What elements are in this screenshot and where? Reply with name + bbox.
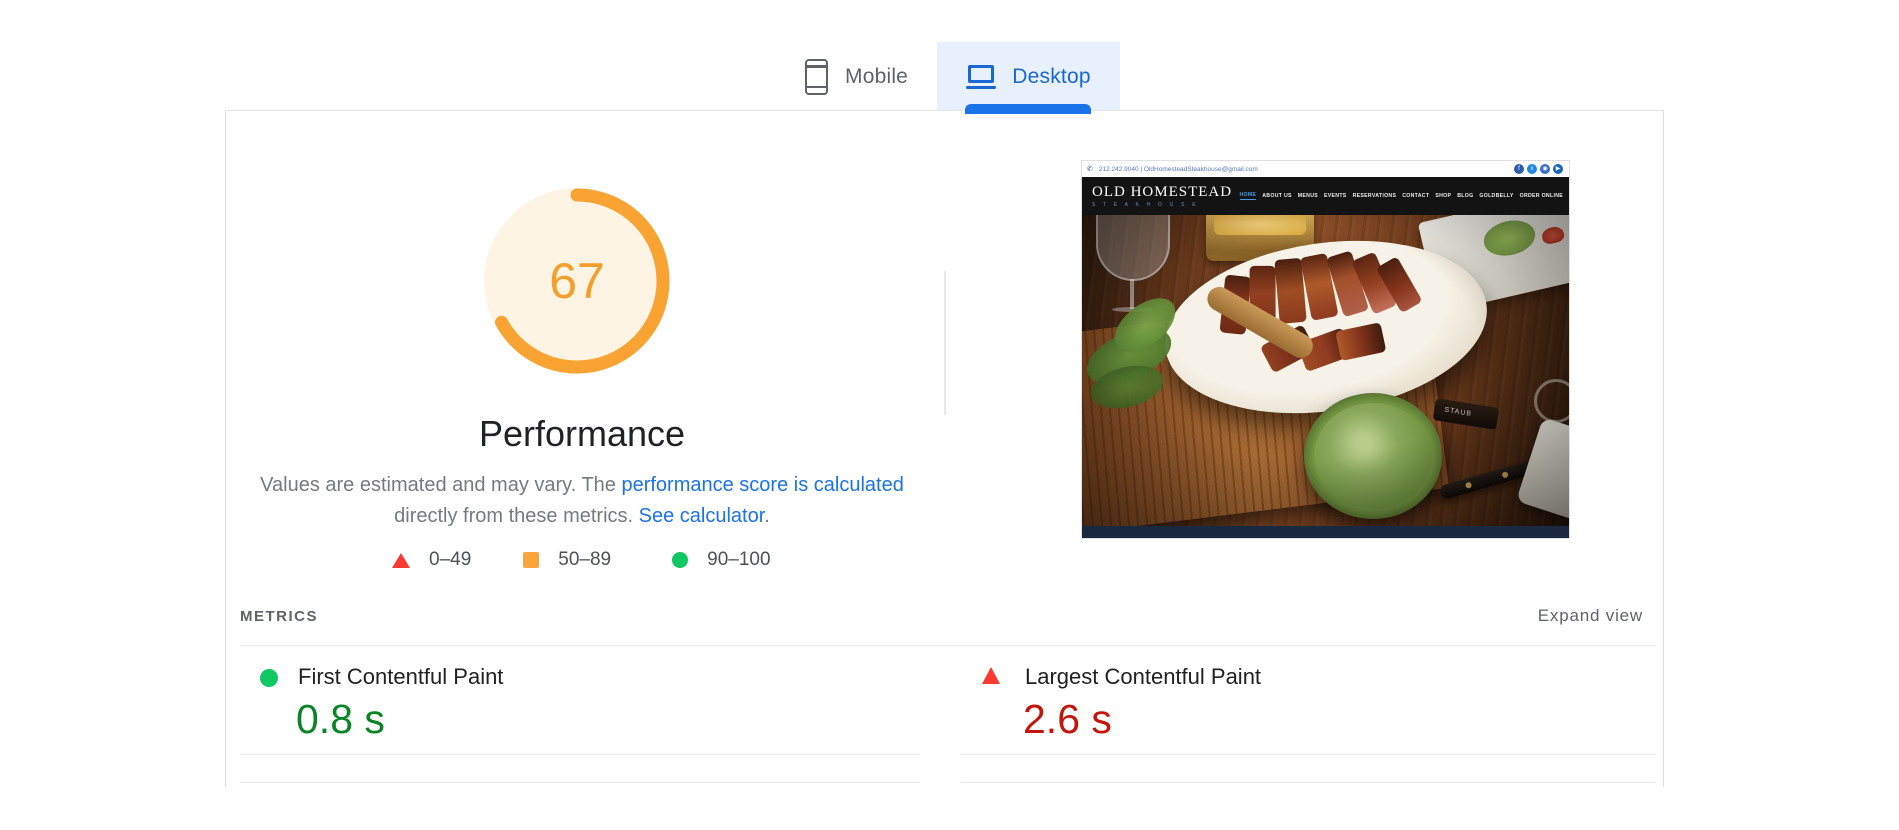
x-icon: x bbox=[1527, 164, 1537, 174]
tab-mobile[interactable]: Mobile bbox=[793, 42, 933, 112]
gauge-svg bbox=[484, 188, 670, 374]
metric-fcp-title[interactable]: First Contentful Paint bbox=[298, 664, 504, 689]
steak-dinner-photo: STAUB bbox=[1082, 215, 1569, 527]
gauge-arc bbox=[484, 188, 670, 374]
orange-square-icon bbox=[523, 552, 540, 568]
desktop-laptop-icon bbox=[966, 65, 997, 89]
summary-divider bbox=[944, 271, 946, 415]
performance-description: Values are estimated and may vary. The p… bbox=[242, 470, 922, 532]
phone-icon: ✆ bbox=[1087, 166, 1093, 173]
red-triangle-icon bbox=[982, 667, 1000, 684]
tab-desktop-label: Desktop bbox=[1012, 65, 1091, 88]
performance-score-link[interactable]: performance score is calculated bbox=[621, 474, 904, 496]
metric-row-divider bbox=[240, 782, 920, 783]
site-logo-line2: S T E A K H O U S E bbox=[1092, 202, 1199, 208]
expand-view-button[interactable]: Expand view bbox=[1537, 606, 1643, 625]
site-logo: OLD HOMESTEAD S T E A K H O U S E bbox=[1092, 184, 1232, 208]
site-nav-goldbelly: GOLDBELLY bbox=[1479, 193, 1514, 199]
site-nav-links: HOME ABOUT US MENUS EVENTS RESERVATIONS … bbox=[1239, 177, 1564, 215]
site-nav-blog: BLOG bbox=[1457, 193, 1474, 199]
desc-period: . bbox=[764, 505, 770, 527]
site-nav-events: EVENTS bbox=[1324, 193, 1347, 199]
photo-vignette bbox=[1082, 215, 1569, 527]
site-nav-reservations: RESERVATIONS bbox=[1352, 193, 1397, 199]
metrics-section-title: METRICS bbox=[240, 608, 318, 625]
performance-score-value: 67 bbox=[549, 253, 605, 309]
site-footer-strip bbox=[1082, 526, 1569, 538]
youtube-icon: ▶ bbox=[1553, 164, 1563, 174]
metric-fcp-value: 0.8 s bbox=[296, 696, 385, 742]
site-nav-menus: MENUS bbox=[1297, 193, 1318, 199]
site-topbar: ✆ 212.242.9040 | OldHomesteadSteakhouse@… bbox=[1082, 161, 1569, 177]
red-triangle-icon bbox=[392, 552, 410, 568]
site-screenshot-thumbnail[interactable]: ✆ 212.242.9040 | OldHomesteadSteakhouse@… bbox=[1081, 160, 1570, 539]
selected-tab-indicator bbox=[965, 104, 1091, 114]
legend-label: 50–89 bbox=[558, 549, 612, 570]
legend-item-average: 50–89 bbox=[523, 549, 611, 571]
legend-label: 90–100 bbox=[707, 549, 771, 570]
tab-mobile-label: Mobile bbox=[845, 65, 909, 88]
site-nav-about: ABOUT US bbox=[1262, 193, 1292, 199]
instagram-icon: ◉ bbox=[1540, 164, 1550, 174]
site-nav-contact: CONTACT bbox=[1402, 193, 1430, 199]
tab-desktop[interactable]: Desktop bbox=[937, 42, 1120, 114]
legend-item-pass: 90–100 bbox=[672, 549, 771, 571]
site-social-icons: f x ◉ ▶ bbox=[1514, 164, 1563, 174]
site-nav-home: HOME bbox=[1239, 192, 1257, 200]
site-nav-order: ORDER ONLINE bbox=[1519, 193, 1563, 199]
facebook-icon: f bbox=[1514, 164, 1524, 174]
see-calculator-link[interactable]: See calculator bbox=[638, 505, 765, 527]
metrics-divider bbox=[240, 645, 1655, 646]
desc-text-2: directly from these metrics. bbox=[394, 505, 639, 527]
desc-text-1: Values are estimated and may vary. The bbox=[260, 474, 622, 496]
green-circle-icon bbox=[672, 552, 689, 568]
gauge-fill-circle bbox=[484, 188, 670, 374]
performance-score-gauge[interactable]: 67 bbox=[477, 181, 677, 381]
metric-row-divider bbox=[961, 782, 1655, 783]
site-contact-text: 212.242.9040 | OldHomesteadSteakhouse@gm… bbox=[1098, 165, 1258, 173]
metric-lcp-value: 2.6 s bbox=[1023, 696, 1112, 742]
legend-item-fail: 0–49 bbox=[392, 549, 471, 571]
score-legend: 0–49 50–89 90–100 bbox=[392, 547, 771, 573]
site-navbar: OLD HOMESTEAD S T E A K H O U S E HOME A… bbox=[1082, 177, 1569, 215]
metric-row-divider bbox=[961, 754, 1655, 755]
metric-row-divider bbox=[240, 754, 920, 755]
site-nav-shop: SHOP bbox=[1435, 193, 1452, 199]
performance-title[interactable]: Performance bbox=[478, 413, 686, 454]
metric-lcp-title[interactable]: Largest Contentful Paint bbox=[1025, 664, 1262, 689]
mobile-phone-icon bbox=[805, 59, 828, 95]
legend-label: 0–49 bbox=[429, 549, 472, 570]
site-logo-line1: OLD HOMESTEAD bbox=[1092, 184, 1233, 200]
green-circle-icon bbox=[260, 669, 278, 687]
